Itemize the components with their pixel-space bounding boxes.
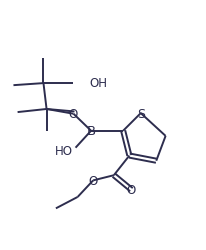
- Text: O: O: [126, 184, 135, 196]
- Text: O: O: [88, 174, 97, 187]
- Text: OH: OH: [89, 77, 107, 90]
- Text: S: S: [136, 107, 144, 120]
- Text: O: O: [69, 108, 78, 121]
- Text: HO: HO: [55, 144, 73, 157]
- Text: B: B: [86, 125, 95, 138]
